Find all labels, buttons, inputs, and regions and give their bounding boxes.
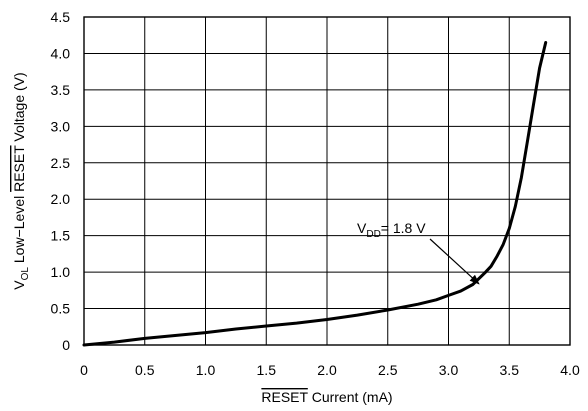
y-tick-label: 3.5 [51, 82, 71, 98]
y-tick-label: 1.0 [51, 264, 71, 280]
annotation: VDD= 1.8 V [357, 220, 480, 285]
y-axis-title-group: VOL Low−Level RESET Voltage (V) [11, 72, 31, 289]
y-tick-label: 0 [62, 337, 70, 353]
y-tick-label: 4.5 [51, 9, 71, 25]
y-tick-label: 2.0 [51, 191, 71, 207]
x-tick-label: 1.0 [196, 362, 216, 378]
x-tick-labels: 0 0.5 1.0 1.5 2.0 2.5 3.0 3.5 4.0 [80, 362, 580, 378]
x-tick-label: 2.0 [317, 362, 337, 378]
y-tick-label: 4.0 [51, 45, 71, 61]
y-axis-title-text: VOL Low−Level RESET Voltage (V) [11, 72, 31, 289]
plot-frame [83, 16, 571, 346]
x-axis-title: RESET Current (mA) [261, 389, 392, 405]
y-tick-label: 1.5 [51, 228, 71, 244]
annotation-label: VDD= 1.8 V [357, 220, 426, 240]
y-axis-title: VOL Low−Level RESET Voltage (V) [11, 72, 31, 289]
x-tick-label: 0.5 [135, 362, 155, 378]
y-tick-label: 0.5 [51, 301, 71, 317]
annotation-arrow [429, 238, 480, 285]
grid [84, 17, 570, 345]
curve-layer [82, 41, 548, 347]
y-tick-label: 3.0 [51, 118, 71, 134]
x-tick-label: 1.5 [257, 362, 277, 378]
x-tick-label: 3.5 [500, 362, 520, 378]
x-axis-title-text: RESET Current (mA) [261, 389, 392, 405]
series-line [82, 41, 548, 347]
x-tick-label: 4.0 [560, 362, 580, 378]
x-tick-label: 0 [80, 362, 88, 378]
x-tick-label: 3.0 [439, 362, 459, 378]
y-tick-labels: 0 0.5 1.0 1.5 2.0 2.5 3.0 3.5 4.0 4.5 [51, 9, 71, 353]
y-tick-label: 2.5 [51, 155, 71, 171]
x-tick-label: 2.5 [378, 362, 398, 378]
